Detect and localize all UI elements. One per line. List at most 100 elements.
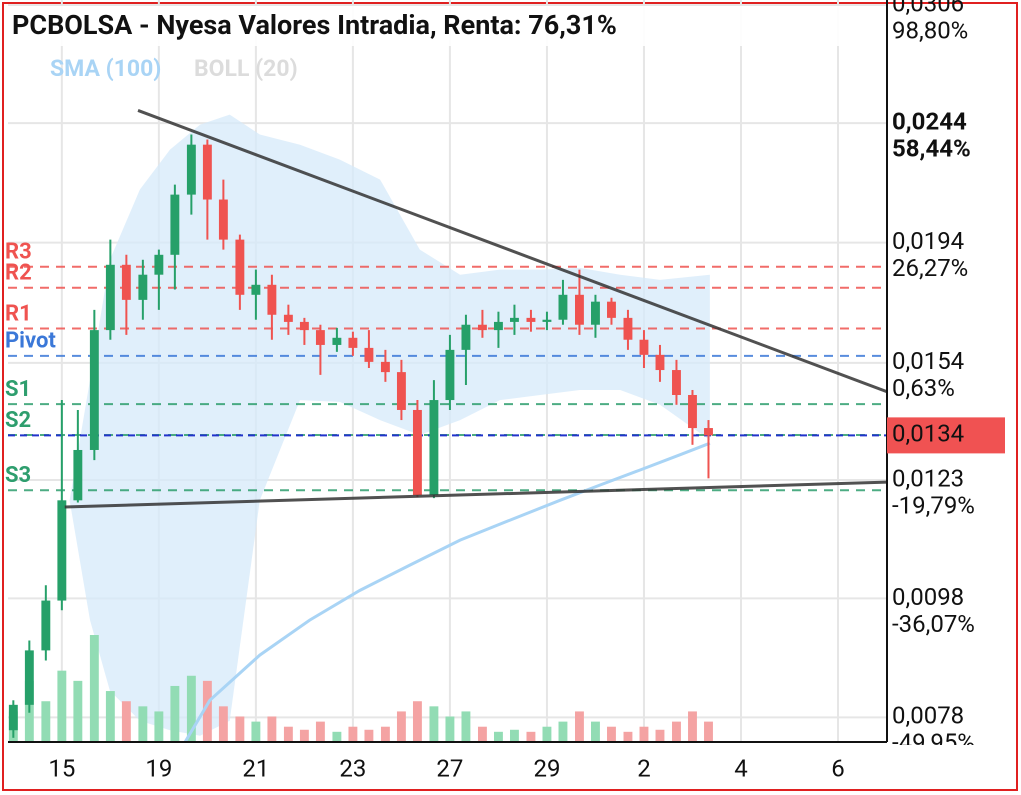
candle-body — [412, 409, 422, 496]
candle-body — [380, 361, 390, 373]
volume-bar — [202, 680, 212, 742]
volume-bar — [639, 726, 649, 742]
y-tick-percent-label: 98,80% — [892, 16, 968, 44]
candle-body — [623, 317, 633, 340]
volume-bar — [526, 731, 536, 742]
candle-body — [24, 650, 34, 705]
candle-body — [704, 428, 713, 436]
candle-body — [170, 194, 180, 255]
volume-bar — [332, 731, 342, 742]
volume-bar — [558, 721, 568, 742]
volume-bar — [623, 731, 633, 742]
volume-bar — [396, 711, 406, 742]
sma-line — [183, 441, 711, 742]
candle-body — [154, 254, 164, 275]
candle-body — [655, 354, 665, 371]
volume-bar — [493, 731, 503, 742]
candle-body — [41, 600, 51, 651]
x-tick-label: 6 — [831, 754, 845, 782]
x-tick-label: 29 — [533, 754, 560, 782]
volume-bar — [461, 711, 471, 742]
volume-bar — [89, 635, 99, 742]
plot-area — [8, 0, 887, 742]
candle-body — [89, 330, 99, 450]
volume-bar — [364, 729, 374, 742]
current-price-box — [887, 417, 1005, 454]
candle-body — [607, 301, 616, 318]
volume-bar — [591, 721, 600, 742]
volume-bar — [283, 726, 293, 742]
current-price-label: 0,0134 — [892, 420, 964, 448]
volume-bar — [154, 711, 164, 742]
volume-bar — [218, 706, 228, 742]
trendline — [137, 109, 887, 394]
y-tick-label: 0,0098 — [892, 583, 964, 611]
volume-bar — [429, 706, 439, 742]
candle-body — [8, 704, 18, 731]
x-axis-labels: 15 19 21 23 27 29 2 4 6 — [48, 754, 844, 782]
y-tick-percent-label: -49,95% — [892, 729, 975, 757]
volume-bar — [41, 701, 51, 742]
volume-bar — [299, 729, 309, 742]
pivot-label: R2 — [5, 261, 32, 286]
candle-body — [186, 144, 196, 195]
candle-body — [105, 264, 115, 331]
pivot-label: S3 — [5, 463, 31, 488]
y-tick-label: 0,0154 — [892, 347, 964, 375]
candle-body — [73, 449, 83, 501]
pivot-label: S1 — [5, 377, 31, 402]
pivot-label: S2 — [5, 408, 31, 433]
x-tick-label: 21 — [242, 754, 269, 782]
x-tick-label: 4 — [734, 754, 748, 782]
candle-body — [348, 337, 358, 348]
volume-bar — [575, 711, 584, 742]
y-tick-percent-label: 0,63% — [892, 374, 955, 402]
volume-bar — [251, 721, 261, 742]
volume-bar — [138, 706, 148, 742]
volume-bar — [73, 680, 83, 742]
volume-bar — [186, 675, 196, 742]
volume-bar — [412, 701, 422, 742]
candle-body — [332, 337, 342, 345]
y-tick-label: 0,0078 — [892, 702, 964, 730]
y-tick-percent-label: 26,27% — [892, 254, 968, 282]
candle-body — [396, 372, 406, 410]
volume-bar — [445, 716, 455, 742]
volume-bar — [235, 716, 245, 742]
axes — [8, 0, 888, 743]
volume-bar — [688, 711, 697, 742]
candle-body — [121, 264, 131, 300]
volume-bar — [121, 701, 131, 742]
x-tick-label: 15 — [48, 754, 75, 782]
candle-body — [477, 324, 487, 331]
volume-bar — [57, 670, 67, 742]
candle-body — [315, 330, 325, 345]
volume-bar — [380, 726, 390, 742]
candle-body — [509, 317, 519, 322]
volume-bar — [315, 721, 325, 742]
candle-body — [493, 321, 503, 331]
x-tick-label: 27 — [436, 754, 463, 782]
y-tick-label: 0,0194 — [892, 227, 964, 255]
volume-bar — [672, 721, 681, 742]
volume-bar — [348, 726, 358, 742]
candle-body — [575, 294, 584, 325]
pivot-label: R3 — [5, 240, 32, 265]
volume-bar — [267, 716, 277, 742]
bollinger-band — [69, 114, 710, 736]
volume-bar — [509, 729, 519, 742]
trendline — [64, 480, 887, 509]
candle-body — [526, 317, 536, 322]
candle-body — [299, 321, 309, 331]
candle-body — [251, 284, 261, 295]
volume-bar — [105, 691, 115, 742]
candle-body — [688, 394, 697, 429]
volume-bar — [542, 726, 552, 742]
candle-body — [461, 324, 471, 350]
x-tick-label: 19 — [145, 754, 172, 782]
candle-body — [591, 301, 600, 325]
volume-bar — [170, 685, 180, 742]
volume-bar — [655, 729, 665, 742]
